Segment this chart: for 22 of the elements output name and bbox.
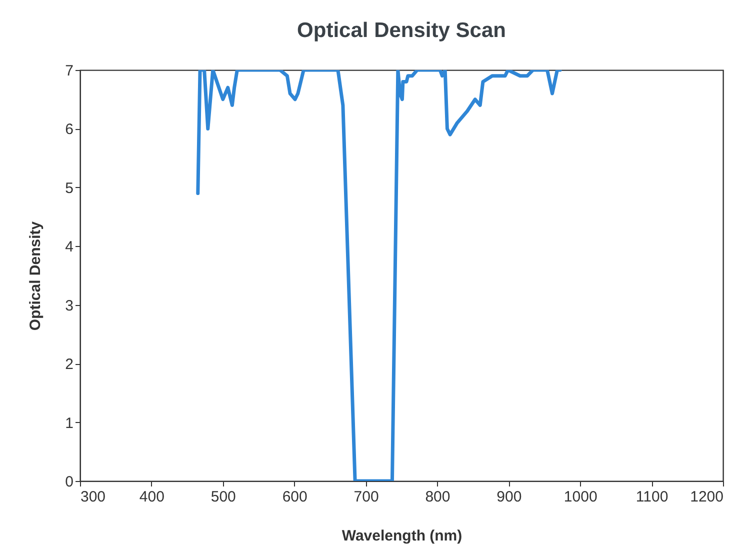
x-tick-label: 1000	[564, 488, 598, 506]
x-tick-label: 600	[282, 488, 308, 506]
line-series	[196, 70, 562, 481]
x-tick-label: 1100	[636, 488, 668, 506]
y-tick-label: 5	[65, 180, 74, 197]
x-tick-label: 1200	[690, 488, 724, 506]
y-tick-label: 0	[65, 474, 74, 490]
x-tick-label: 300	[80, 488, 106, 506]
x-tick-label: 700	[354, 488, 379, 506]
x-tick-label: 400	[139, 488, 164, 506]
y-tick-label: 7	[65, 62, 74, 80]
x-tick-label: 900	[496, 488, 522, 506]
y-tick-label: 4	[65, 238, 74, 256]
y-tick-label: 6	[65, 121, 74, 138]
y-axis-title: Optical Density	[27, 220, 44, 331]
x-tick-label: 500	[210, 488, 236, 506]
y-tick-label: 1	[65, 414, 74, 432]
y-tick-label: 3	[65, 297, 74, 314]
y-tick-label: 2	[65, 356, 74, 374]
chart-title: Optical Density Scan	[297, 19, 506, 42]
x-axis-title: Wavelength (nm)	[342, 528, 462, 544]
x-tick-label: 800	[425, 488, 450, 506]
